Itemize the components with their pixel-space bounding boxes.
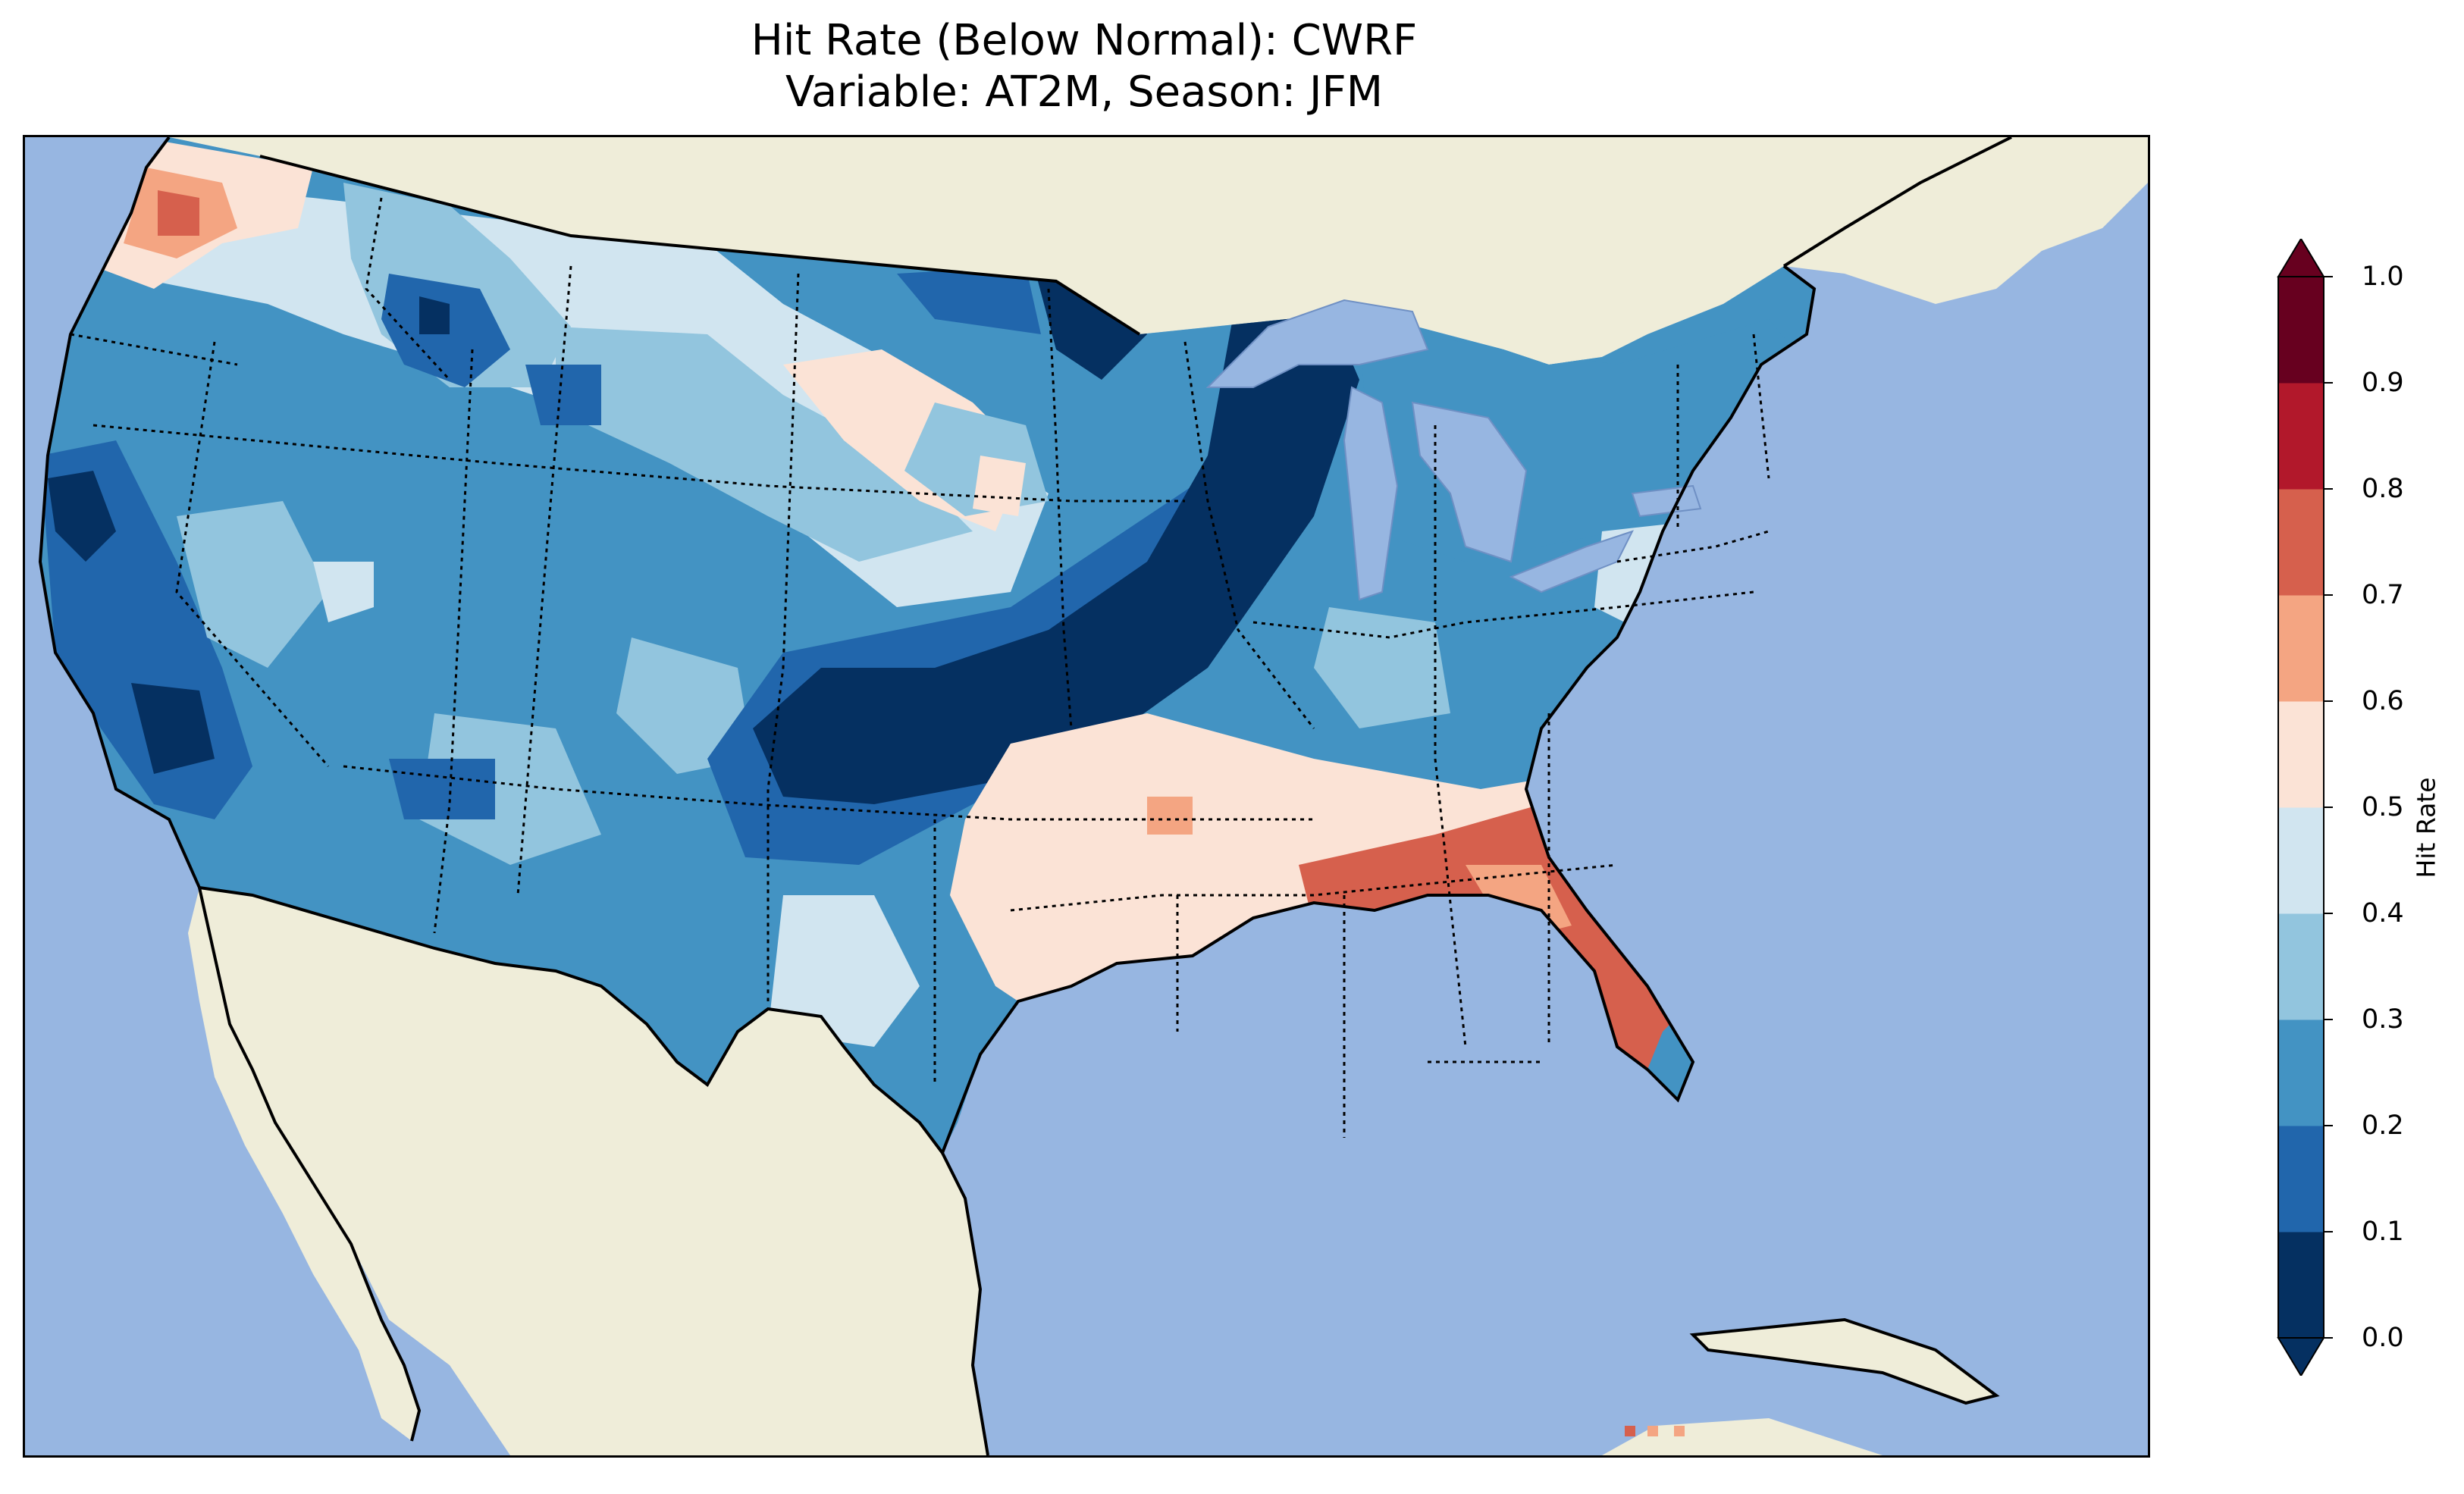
colorbar-tick-label: 0.0 <box>2362 1323 2404 1353</box>
lakes <box>1205 299 1702 601</box>
canada-landmass <box>139 137 2148 365</box>
lake-huron <box>1411 401 1528 563</box>
colorbar-bin <box>2278 913 2324 1020</box>
colorbar-tick-label: 0.9 <box>2362 368 2404 398</box>
state-borders <box>70 197 1770 1138</box>
colorbar-bin <box>2278 1126 2324 1232</box>
colorbar-bin <box>2278 1019 2324 1126</box>
colorbar-extend-max <box>2277 237 2325 277</box>
colorbar-tick-label: 0.6 <box>2362 686 2404 716</box>
colorbar-tick-label: 0.7 <box>2362 580 2404 610</box>
colorbar-bin <box>2278 701 2324 808</box>
colorbar-bin <box>2278 1232 2324 1339</box>
colorbar-bar <box>2277 237 2333 1377</box>
colorbar-tick-label: 0.5 <box>2362 792 2404 822</box>
colorbar-label: Hit Rate <box>2411 777 2441 879</box>
colorbar-tick-label: 0.3 <box>2362 1004 2404 1035</box>
lake-erie <box>1509 530 1634 594</box>
colorbar-tick-label: 0.8 <box>2362 474 2404 504</box>
colorbar-tick-label: 0.2 <box>2362 1110 2404 1141</box>
colorbar-extend-min <box>2277 1337 2325 1377</box>
colorbar-bin <box>2278 277 2324 384</box>
map-canvas <box>38 137 2148 1455</box>
title-line-2: Variable: AT2M, Season: JFM <box>785 67 1384 117</box>
colorbar-tick-label: 1.0 <box>2362 262 2404 292</box>
title-line-1: Hit Rate (Below Normal): CWRF <box>751 16 1418 65</box>
lake-ontario <box>1631 484 1702 518</box>
lake-superior <box>1205 299 1429 388</box>
map-panel <box>23 135 2150 1458</box>
yucatan-land <box>1602 1418 1882 1455</box>
florida-keys <box>1625 1426 1685 1436</box>
colorbar-bin <box>2278 383 2324 490</box>
lake-michigan <box>1343 386 1399 601</box>
map-title: Hit Rate (Below Normal): CWRF Variable: … <box>23 15 2146 118</box>
coastlines <box>38 137 2012 1455</box>
colorbar-tick-label: 0.4 <box>2362 898 2404 929</box>
baja-california <box>188 888 419 1441</box>
colorbar-tick-label: 0.1 <box>2362 1217 2404 1247</box>
colorbar-bin <box>2278 595 2324 702</box>
cuba-island <box>1693 1320 1996 1403</box>
colorbar-bin <box>2278 807 2324 914</box>
colorbar-bin <box>2278 489 2324 596</box>
colorbar: 0.0 0.1 0.2 0.3 0.4 0.5 0.6 0.7 0.8 0.9 1.0 <box>2267 237 2464 1377</box>
mexico-landmass <box>199 888 988 1455</box>
